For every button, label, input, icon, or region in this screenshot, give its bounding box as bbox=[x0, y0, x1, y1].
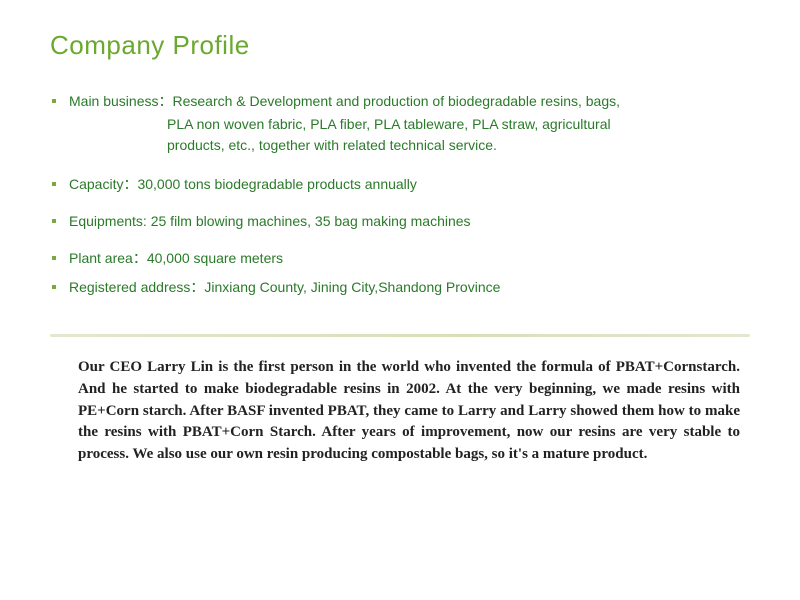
bullet-dot-icon bbox=[52, 182, 56, 186]
bullet-continuation-1: PLA non woven fabric, PLA fiber, PLA tab… bbox=[52, 114, 750, 135]
bullet-value: 25 film blowing machines, 35 bag making … bbox=[151, 213, 471, 229]
bullet-label: Plant area： bbox=[69, 250, 147, 266]
bullet-item-main-business: Main business：Research & Development and… bbox=[52, 91, 750, 112]
story-paragraph: Our CEO Larry Lin is the first person in… bbox=[78, 357, 740, 466]
bullet-dot-icon bbox=[52, 256, 56, 260]
page-title: Company Profile bbox=[0, 0, 800, 61]
bullet-item-plant-area: Plant area：40,000 square meters bbox=[52, 248, 750, 269]
bullet-item-capacity: Capacity：30,000 tons biodegradable produ… bbox=[52, 174, 750, 195]
bullet-item-equipments: Equipments: 25 film blowing machines, 35… bbox=[52, 211, 750, 232]
bullet-dot-icon bbox=[52, 99, 56, 103]
bullet-text: Equipments: 25 film blowing machines, 35… bbox=[69, 211, 471, 232]
bullet-item-registered-address: Registered address：Jinxiang County, Jini… bbox=[52, 277, 750, 298]
bullet-continuation-2: products, etc., together with related te… bbox=[52, 135, 750, 156]
bullet-value: Jinxiang County, Jining City,Shandong Pr… bbox=[204, 279, 500, 295]
bullet-value: Research & Development and production of… bbox=[173, 93, 621, 109]
bullet-dot-icon bbox=[52, 219, 56, 223]
story-block: Our CEO Larry Lin is the first person in… bbox=[0, 337, 800, 466]
bullet-label: Equipments: bbox=[69, 213, 151, 229]
bullet-text: Main business：Research & Development and… bbox=[69, 91, 620, 112]
divider-container bbox=[0, 314, 800, 337]
bullet-label: Capacity： bbox=[69, 176, 137, 192]
bullet-text: Plant area：40,000 square meters bbox=[69, 248, 283, 269]
bullet-value: 40,000 square meters bbox=[147, 250, 283, 266]
bullet-label: Registered address： bbox=[69, 279, 204, 295]
bullet-list: Main business：Research & Development and… bbox=[0, 61, 800, 298]
bullet-text: Registered address：Jinxiang County, Jini… bbox=[69, 277, 500, 298]
bullet-dot-icon bbox=[52, 285, 56, 289]
bullet-value: 30,000 tons biodegradable products annua… bbox=[137, 176, 416, 192]
bullet-label: Main business： bbox=[69, 93, 173, 109]
bullet-text: Capacity：30,000 tons biodegradable produ… bbox=[69, 174, 417, 195]
